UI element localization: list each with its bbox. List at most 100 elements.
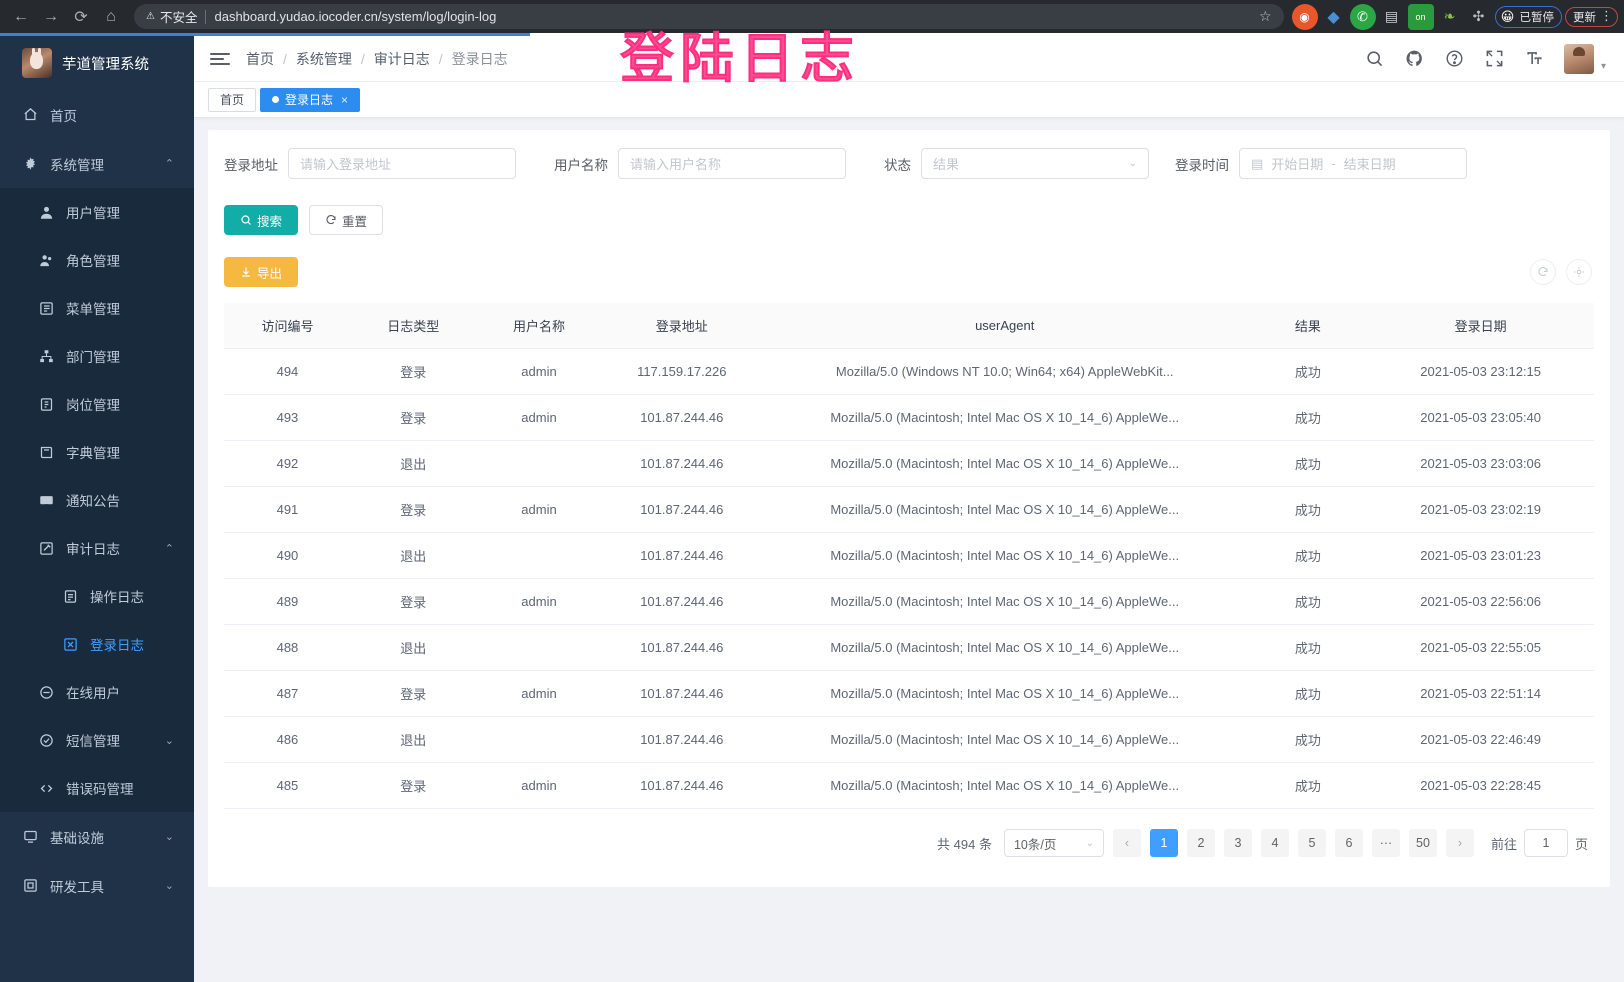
login-time-range-picker[interactable]: ▤ 开始日期 - 结束日期	[1239, 148, 1467, 179]
help-icon[interactable]	[1444, 48, 1465, 69]
table-row[interactable]: 492 退出 101.87.244.46 Mozilla/5.0 (Macint…	[224, 440, 1594, 487]
breadcrumb-item-system[interactable]: 系统管理	[295, 50, 352, 67]
breadcrumb-item-audit[interactable]: 审计日志	[373, 50, 430, 67]
tab-login-log[interactable]: 登录日志 ×	[260, 87, 361, 112]
close-icon[interactable]: ×	[341, 92, 349, 107]
table-row[interactable]: 494 登录 admin 117.159.17.226 Mozilla/5.0 …	[224, 348, 1594, 395]
sidebar-item-infra[interactable]: 基础设施 ⌄	[0, 812, 194, 861]
table-row[interactable]: 489 登录 admin 101.87.244.46 Mozilla/5.0 (…	[224, 578, 1594, 625]
sidebar-item-online-user[interactable]: 在线用户	[0, 668, 194, 716]
fullscreen-icon[interactable]	[1484, 48, 1505, 69]
sidebar-item-login-log[interactable]: 登录日志	[0, 620, 194, 668]
reset-button[interactable]: 重置	[309, 205, 384, 235]
page-button-6[interactable]: 6	[1334, 829, 1363, 857]
table-row[interactable]: 487 登录 admin 101.87.244.46 Mozilla/5.0 (…	[224, 670, 1594, 717]
chevron-down-icon[interactable]: ▾	[1600, 61, 1606, 72]
page-button-50[interactable]: 50	[1408, 829, 1437, 857]
login-address-input[interactable]: 请输入登录地址	[288, 148, 516, 179]
prev-page-button[interactable]: ‹	[1112, 829, 1141, 857]
diamond-icon[interactable]: ◆	[1327, 8, 1340, 26]
search-icon[interactable]	[1364, 48, 1385, 69]
sidebar-toggle-icon[interactable]	[210, 52, 230, 65]
chevron-down-icon[interactable]: ⌄	[164, 880, 174, 892]
sidebar-label: 首页	[50, 108, 77, 124]
chevron-down-icon[interactable]: ⌄	[164, 831, 174, 843]
table-row[interactable]: 491 登录 admin 101.87.244.46 Mozilla/5.0 (…	[224, 486, 1594, 533]
cell-result: 成功	[1248, 762, 1368, 809]
page-button-3[interactable]: 3	[1223, 829, 1252, 857]
sidebar-item-operation-log[interactable]: 操作日志	[0, 572, 194, 620]
page-button-4[interactable]: 4	[1260, 829, 1289, 857]
sidebar-item-dict-mgmt[interactable]: 字典管理	[0, 428, 194, 476]
address-bar[interactable]: ⚠ 不安全 dashboard.yudao.iocoder.cn/system/…	[134, 4, 1284, 29]
chevron-up-icon[interactable]: ⌃	[164, 158, 174, 170]
breadcrumb-item-home[interactable]: 首页	[246, 50, 274, 67]
jump-input[interactable]: 1	[1523, 829, 1568, 857]
omnibox-divider	[205, 9, 207, 24]
font-size-icon[interactable]	[1524, 48, 1545, 69]
bookmark-star-icon[interactable]: ☆	[1258, 8, 1272, 24]
sidebar-item-role-mgmt[interactable]: 角色管理	[0, 236, 194, 284]
next-page-button[interactable]: ›	[1445, 829, 1474, 857]
settings-icon[interactable]	[1566, 259, 1592, 285]
sidebar-item-dept-mgmt[interactable]: 部门管理	[0, 332, 194, 380]
back-icon[interactable]: ←	[13, 7, 29, 25]
page-button-2[interactable]: 2	[1186, 829, 1215, 857]
table-row[interactable]: 488 退出 101.87.244.46 Mozilla/5.0 (Macint…	[224, 624, 1594, 671]
cell-log-type: 退出	[350, 624, 476, 671]
sidebar-item-dev-tools[interactable]: 研发工具 ⌄	[0, 861, 194, 910]
wechat-icon[interactable]: ✆	[1349, 3, 1376, 30]
status-select[interactable]: 结果 ⌄	[921, 148, 1149, 179]
leaf-icon[interactable]: ❧	[1443, 8, 1456, 24]
refresh-icon[interactable]	[1530, 259, 1556, 285]
sidebar: 芋道管理系统 首页 系统管理 ⌃	[0, 36, 194, 982]
sidebar-item-sms-mgmt[interactable]: 短信管理 ⌄	[0, 716, 194, 764]
sidebar-item-menu-mgmt[interactable]: 菜单管理	[0, 284, 194, 332]
cell-login-date: 2021-05-03 22:56:06	[1367, 578, 1594, 625]
translate-on-icon[interactable]: on	[1407, 3, 1434, 30]
reload-icon[interactable]: ⟳	[74, 8, 88, 26]
search-button[interactable]: 搜索	[224, 205, 299, 235]
sidebar-item-error-code[interactable]: 错误码管理	[0, 764, 194, 812]
update-button[interactable]: 更新 ⋮	[1565, 6, 1618, 27]
cell-log-type: 退出	[350, 532, 476, 579]
sidebar-label: 研发工具	[50, 879, 104, 895]
page-size-select[interactable]: 10条/页 ⌄	[1003, 829, 1104, 857]
sidebar-item-system[interactable]: 系统管理 ⌃	[0, 139, 194, 188]
home-icon[interactable]: ⌂	[106, 7, 116, 25]
sidebar-item-audit-log[interactable]: 审计日志 ⌃	[0, 524, 194, 572]
chevron-up-icon[interactable]: ⌃	[164, 542, 174, 555]
brand[interactable]: 芋道管理系统	[0, 36, 194, 90]
sidebar-item-home[interactable]: 首页	[0, 90, 194, 139]
cell-result: 成功	[1248, 394, 1368, 441]
th-visit-id: 访问编号	[224, 303, 351, 349]
tab-active-dot-icon	[272, 96, 280, 103]
notes-icon[interactable]: ▤	[1384, 8, 1399, 24]
tab-home[interactable]: 首页	[208, 87, 257, 112]
forward-icon[interactable]: →	[43, 7, 59, 25]
page-ellipsis[interactable]: ···	[1371, 829, 1400, 857]
page-button-5[interactable]: 5	[1297, 829, 1326, 857]
smiley-icon: 😀	[1500, 8, 1515, 24]
brand-logo-icon	[22, 48, 52, 78]
main-area: 首页 / 系统管理 / 审计日志 / 登录日志	[194, 36, 1624, 982]
browser-menu-icon[interactable]: ⋮	[1600, 8, 1613, 24]
paused-extension-badge[interactable]: 😀 已暂停	[1494, 5, 1562, 28]
page-size-value: 10条/页	[1013, 837, 1057, 852]
sidebar-item-notice[interactable]: 通知公告	[0, 476, 194, 524]
table-row[interactable]: 486 退出 101.87.244.46 Mozilla/5.0 (Macint…	[224, 716, 1594, 763]
cell-user-agent: Mozilla/5.0 (Macintosh; Intel Mac OS X 1…	[761, 716, 1249, 763]
table-row[interactable]: 490 退出 101.87.244.46 Mozilla/5.0 (Macint…	[224, 532, 1594, 579]
table-row[interactable]: 493 登录 admin 101.87.244.46 Mozilla/5.0 (…	[224, 394, 1594, 441]
sidebar-item-post-mgmt[interactable]: 岗位管理	[0, 380, 194, 428]
chevron-down-icon[interactable]: ⌄	[164, 734, 174, 747]
avatar[interactable]	[1563, 43, 1594, 74]
puzzle-icon[interactable]: ✣	[1472, 8, 1485, 24]
odoo-icon[interactable]: ◉	[1291, 3, 1318, 30]
username-input[interactable]: 请输入用户名称	[618, 148, 846, 179]
page-button-1[interactable]: 1	[1149, 829, 1178, 857]
table-row[interactable]: 485 登录 admin 101.87.244.46 Mozilla/5.0 (…	[224, 762, 1594, 809]
github-icon[interactable]	[1404, 48, 1425, 69]
export-button[interactable]: 导出	[224, 257, 299, 287]
sidebar-item-user-mgmt[interactable]: 用户管理	[0, 188, 194, 236]
